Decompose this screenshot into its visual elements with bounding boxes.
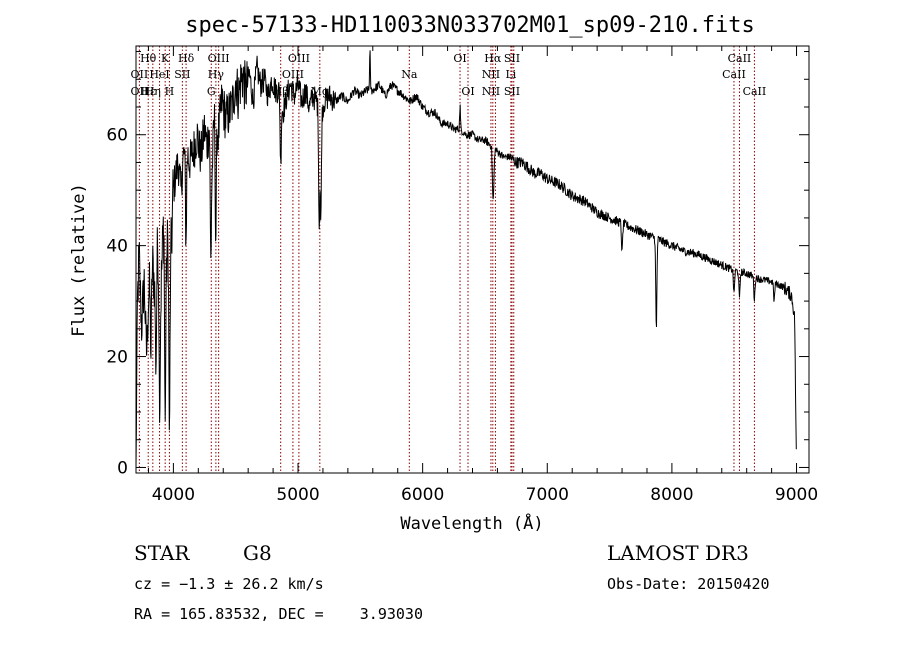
line-marker-label: OI	[453, 52, 466, 65]
line-marker-label: NII	[482, 68, 500, 81]
line-marker-label: Na	[401, 68, 418, 81]
x-tick-label: 9000	[775, 485, 818, 505]
redshift-readout: cz = −1.3 ± 26.2 km/s	[134, 575, 324, 593]
x-axis: 4000 5000 6000 7000 8000 9000	[147, 46, 818, 505]
line-marker-label: SII	[504, 85, 520, 98]
x-tick-label: 5000	[276, 485, 319, 505]
y-tick-label: 0	[117, 458, 128, 478]
line-marker-label: CaII	[728, 52, 752, 65]
line-marker-label: Hθ	[140, 52, 157, 65]
line-marker-label: Hγ	[208, 68, 225, 81]
line-marker-label: SII	[174, 68, 190, 81]
survey-name: LAMOST DR3	[607, 541, 749, 565]
object-class: STAR	[134, 541, 190, 565]
x-tick-label: 7000	[526, 485, 569, 505]
line-marker-label: G	[207, 85, 216, 98]
line-marker-label: Hη	[145, 85, 161, 98]
observation-date: Obs-Date: 20150420	[607, 575, 770, 593]
line-marker-label: Hε	[141, 85, 157, 98]
line-marker-label: OII	[131, 68, 149, 81]
line-marker-label: Li	[505, 68, 516, 81]
line-marker-label: H	[165, 85, 175, 98]
y-axis: 0 20 40 60	[106, 51, 809, 478]
y-tick-label: 40	[106, 237, 128, 257]
spectral-line-markers	[138, 46, 755, 473]
x-tick-label: 8000	[650, 485, 693, 505]
line-marker-label: OI	[461, 85, 474, 98]
spectrum-line	[135, 50, 797, 468]
x-axis-label: Wavelength (Å)	[400, 512, 543, 534]
line-marker-label: SII	[504, 52, 520, 65]
line-marker-label: Hδ	[178, 52, 195, 65]
spectral-line-labels: OIIOIIHθHεHηHeIKHSIIHδGHγOIIIHβOIIIOIIIM…	[131, 52, 767, 98]
y-axis-label: Flux (relative)	[69, 183, 89, 337]
x-tick-label: 4000	[152, 485, 195, 505]
line-marker-label: NII	[482, 85, 500, 98]
y-tick-label: 20	[106, 348, 128, 368]
line-marker-label: K	[161, 52, 170, 65]
object-subclass: G8	[243, 541, 272, 565]
line-marker-label: OIII	[288, 52, 310, 65]
line-marker-label: OII	[131, 85, 149, 98]
x-tick-label: 6000	[401, 485, 444, 505]
line-marker-label: CaII	[743, 85, 767, 98]
line-marker-label: Hα	[484, 52, 502, 65]
line-marker-label: HeI	[149, 68, 169, 81]
y-tick-label: 60	[106, 126, 128, 146]
line-marker-label: CaII	[722, 68, 746, 81]
chart-title: spec-57133-HD110033N033702M01_sp09-210.f…	[185, 13, 755, 38]
line-marker-label: OIII	[282, 68, 304, 81]
coordinates-readout: RA = 165.83532, DEC = 3.93030	[134, 605, 423, 623]
line-marker-label: OIII	[208, 52, 230, 65]
